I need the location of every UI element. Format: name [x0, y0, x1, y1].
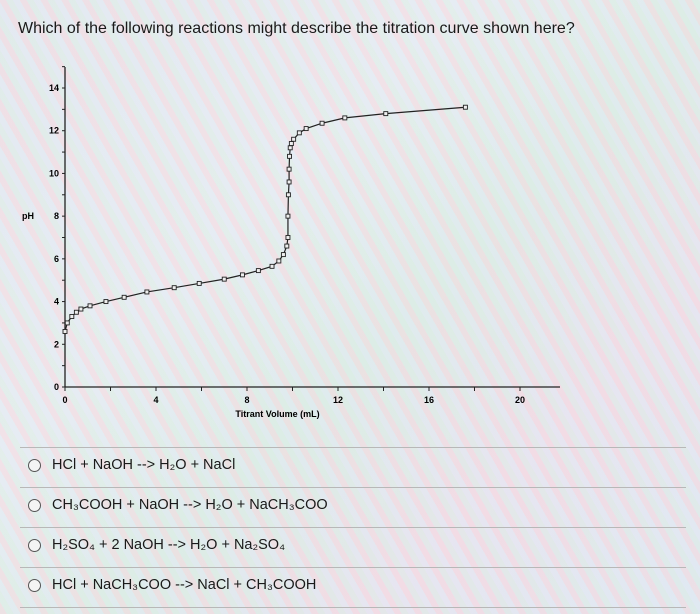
data-point	[287, 145, 293, 151]
data-point	[73, 309, 79, 315]
y-tick-label: 10	[49, 168, 59, 178]
data-point	[342, 115, 348, 121]
radio-button[interactable]	[28, 538, 41, 552]
data-point	[64, 320, 70, 326]
x-tick-label: 12	[333, 395, 343, 405]
data-point	[462, 104, 468, 110]
data-point	[303, 126, 309, 132]
x-tick-label: 0	[62, 395, 67, 405]
radio-button[interactable]	[28, 578, 41, 592]
x-tick-label: 20	[515, 395, 525, 405]
y-tick-label: 14	[49, 83, 59, 93]
divider	[20, 527, 686, 528]
data-point	[103, 299, 109, 305]
data-point	[144, 289, 150, 295]
data-point	[287, 153, 292, 159]
data-point	[62, 329, 68, 334]
data-point	[269, 263, 275, 269]
data-point	[255, 268, 261, 274]
option-label: H₂SO₄ + 2 NaOH --> H₂O + Na₂SO₄	[52, 537, 285, 553]
option-4[interactable]: HCl + NaCH₃COO --> NaCl + CH₃COOH	[28, 577, 316, 593]
x-tick-label: 8	[244, 395, 249, 405]
radio-button[interactable]	[28, 458, 41, 472]
data-point	[319, 120, 325, 126]
y-tick-label: 2	[54, 339, 59, 349]
data-point	[286, 179, 292, 185]
radio-button[interactable]	[28, 498, 41, 512]
data-point	[276, 258, 282, 264]
y-tick-label: 8	[54, 211, 59, 221]
option-2[interactable]: CH₃COOH + NaOH --> H₂O + NaCH₃COO	[28, 497, 328, 513]
data-point	[286, 166, 292, 172]
data-point	[239, 272, 245, 278]
data-point	[284, 243, 290, 249]
data-point	[288, 141, 294, 146]
data-point	[285, 213, 291, 219]
data-point	[296, 130, 302, 136]
question-text: Which of the following reactions might d…	[18, 20, 575, 37]
data-point	[171, 285, 177, 291]
data-point	[69, 314, 75, 319]
divider	[20, 447, 686, 448]
y-tick-label: 6	[54, 254, 59, 264]
option-label: HCl + NaCH₃COO --> NaCl + CH₃COOH	[52, 577, 317, 593]
option-3[interactable]: H₂SO₄ + 2 NaOH --> H₂O + Na₂SO₄	[28, 537, 285, 553]
data-point	[285, 192, 291, 198]
option-1[interactable]: HCl + NaOH --> H₂O + NaCl	[28, 457, 235, 473]
option-label: CH₃COOH + NaOH --> H₂O + NaCH₃COO	[52, 497, 328, 513]
option-label: HCl + NaOH --> H₂O + NaCl	[52, 457, 236, 473]
x-axis-label: Titrant Volume (mL)	[235, 409, 319, 419]
data-point	[221, 276, 227, 282]
divider	[20, 607, 686, 608]
y-axis-label: pH	[22, 211, 34, 221]
data-point	[285, 235, 291, 240]
x-tick-label: 4	[153, 395, 158, 405]
divider	[20, 567, 686, 568]
y-tick-label: 12	[49, 126, 59, 136]
data-point	[280, 252, 286, 258]
divider	[20, 487, 686, 488]
data-point	[87, 303, 93, 309]
data-point	[121, 294, 127, 300]
data-point	[196, 280, 202, 286]
data-point	[78, 306, 84, 312]
data-point	[383, 111, 389, 117]
y-tick-label: 0	[54, 382, 59, 392]
titration-chart: 0 4 8 12 16 20 0 2 4 6 8 10 12 14 Titrant Volume (mL) p…	[22, 66, 560, 419]
data-point	[291, 136, 297, 142]
y-tick-label: 4	[54, 297, 59, 307]
x-tick-label: 16	[424, 395, 434, 405]
